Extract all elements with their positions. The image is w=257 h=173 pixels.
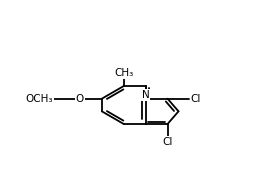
Text: N: N	[142, 90, 150, 100]
Text: O: O	[76, 94, 84, 104]
Text: Cl: Cl	[190, 94, 201, 104]
Text: Cl: Cl	[162, 137, 173, 147]
Text: CH₃: CH₃	[114, 68, 133, 78]
Text: OCH₃: OCH₃	[25, 94, 53, 104]
